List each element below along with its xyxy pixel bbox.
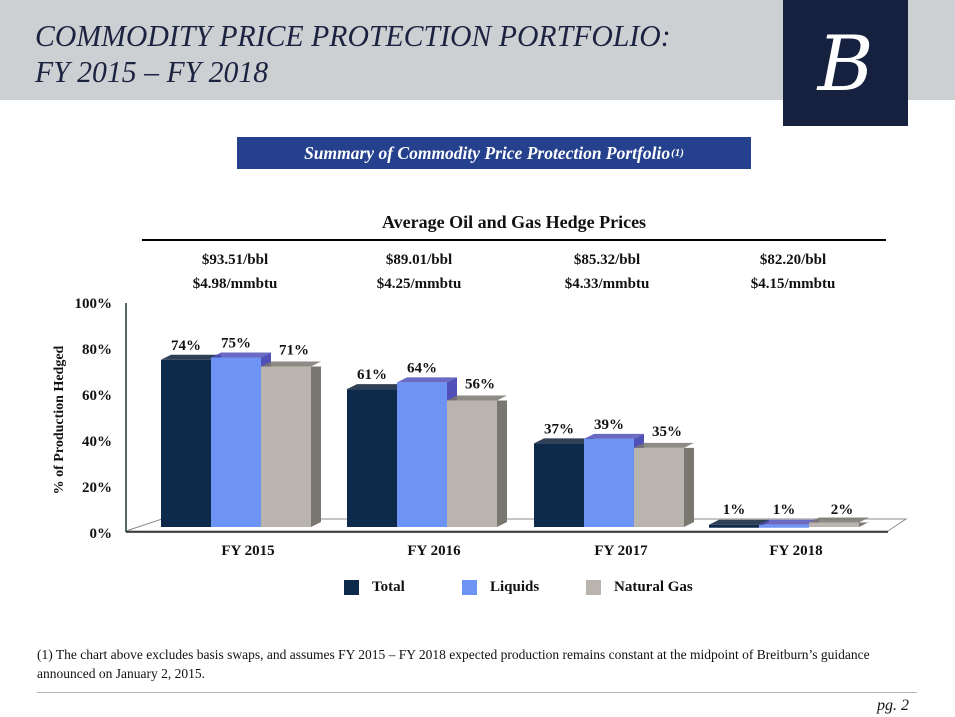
data-label: 64% bbox=[407, 360, 437, 376]
chart-title: Average Oil and Gas Hedge Prices bbox=[381, 212, 647, 232]
logo-letter: B bbox=[817, 18, 874, 108]
y-tick-label: 40% bbox=[82, 434, 112, 450]
footer-rule bbox=[37, 692, 917, 693]
data-labels: 74% 75% 71% FY 2015 61% 64% 56% FY 2016 37% 39% 35… bbox=[171, 336, 853, 560]
bar-natural-gas bbox=[447, 400, 497, 527]
bar-liquids bbox=[584, 438, 634, 527]
y-tick-label: 20% bbox=[82, 480, 112, 496]
bar-top bbox=[397, 377, 457, 383]
y-axis: 0% 20% 40% 60% 80% 100% bbox=[75, 296, 888, 542]
bars bbox=[161, 352, 869, 528]
gas-price-fy2016: $4.25/mmbtu bbox=[376, 276, 462, 292]
legend-swatch-liquids bbox=[462, 580, 477, 595]
y-tick-label: 0% bbox=[90, 526, 113, 542]
page-title-line1: COMMODITY PRICE PROTECTION PORTFOLIO: bbox=[35, 18, 671, 53]
bar-top bbox=[759, 519, 819, 525]
bar-liquids bbox=[397, 382, 447, 527]
banner-footnote-ref: (1) bbox=[671, 147, 684, 159]
title-rule bbox=[142, 239, 886, 241]
bar-liquids bbox=[211, 357, 261, 527]
gas-price-fy2018: $4.15/mmbtu bbox=[750, 276, 836, 292]
legend-label-natural-gas: Natural Gas bbox=[614, 579, 693, 595]
bar-side bbox=[859, 522, 869, 527]
bar-top bbox=[161, 354, 221, 360]
bar-total bbox=[534, 443, 584, 527]
page-title-line2: FY 2015 – FY 2018 bbox=[35, 54, 269, 89]
data-label: 39% bbox=[594, 417, 624, 433]
bar-side bbox=[311, 366, 321, 527]
bar-natural-gas bbox=[809, 522, 859, 527]
bar-top bbox=[347, 384, 407, 390]
x-tick-label: FY 2016 bbox=[407, 543, 461, 559]
legend-label-total: Total bbox=[372, 579, 405, 595]
section-banner: Summary of Commodity Price Protection Po… bbox=[237, 137, 751, 169]
legend-item-total: Total bbox=[344, 579, 405, 596]
legend-label-liquids: Liquids bbox=[490, 579, 540, 595]
data-label: 74% bbox=[171, 338, 201, 354]
bar-natural-gas bbox=[261, 366, 311, 527]
y-tick-label: 80% bbox=[82, 342, 112, 358]
bar-total bbox=[347, 389, 397, 527]
data-label: 61% bbox=[357, 367, 387, 383]
legend-swatch-total bbox=[344, 580, 359, 595]
oil-price-fy2018: $82.20/bbl bbox=[759, 252, 827, 268]
data-label: 75% bbox=[221, 336, 251, 352]
page-number: pg. 2 bbox=[877, 697, 909, 714]
legend-swatch-natural-gas bbox=[586, 580, 601, 595]
y-axis-label: % of Production Hedged bbox=[52, 345, 67, 495]
data-label: 35% bbox=[652, 424, 682, 440]
data-label: 56% bbox=[465, 376, 495, 392]
bar-top bbox=[634, 442, 694, 448]
bar-total bbox=[161, 359, 211, 527]
bar-total bbox=[709, 524, 759, 528]
y-tick-label: 60% bbox=[82, 388, 112, 404]
bar-top bbox=[534, 438, 594, 444]
bar-top bbox=[447, 395, 507, 401]
oil-price-fy2016: $89.01/bbl bbox=[385, 252, 453, 268]
bar-top bbox=[709, 519, 769, 525]
data-label: 2% bbox=[831, 502, 854, 518]
data-label: 1% bbox=[723, 502, 746, 518]
banner-text: Summary of Commodity Price Protection Po… bbox=[304, 142, 671, 163]
x-tick-label: FY 2018 bbox=[769, 543, 822, 559]
x-tick-label: FY 2017 bbox=[594, 543, 648, 559]
oil-price-fy2015: $93.51/bbl bbox=[201, 252, 269, 268]
bar-top bbox=[809, 517, 869, 523]
bar-side bbox=[497, 400, 507, 527]
oil-price-fy2017: $85.32/bbl bbox=[573, 252, 641, 268]
gas-price-fy2017: $4.33/mmbtu bbox=[564, 276, 650, 292]
legend-item-liquids: Liquids bbox=[462, 579, 539, 596]
bar-top bbox=[584, 433, 644, 439]
bar-top bbox=[211, 352, 271, 358]
company-logo: B bbox=[783, 0, 908, 126]
x-tick-label: FY 2015 bbox=[221, 543, 274, 559]
gas-price-fy2015: $4.98/mmbtu bbox=[192, 276, 278, 292]
bar-liquids bbox=[759, 524, 809, 528]
bar-side bbox=[684, 447, 694, 527]
data-label: 71% bbox=[279, 343, 309, 359]
bar-top bbox=[261, 361, 321, 367]
data-label: 1% bbox=[773, 502, 796, 518]
footnote: (1) The chart above excludes basis swaps… bbox=[37, 647, 870, 681]
bar-natural-gas bbox=[634, 447, 684, 527]
legend-item-natural-gas: Natural Gas bbox=[586, 579, 693, 596]
data-label: 37% bbox=[544, 421, 574, 437]
y-tick-label: 100% bbox=[75, 296, 113, 312]
page-title: COMMODITY PRICE PROTECTION PORTFOLIO: FY… bbox=[35, 18, 671, 90]
